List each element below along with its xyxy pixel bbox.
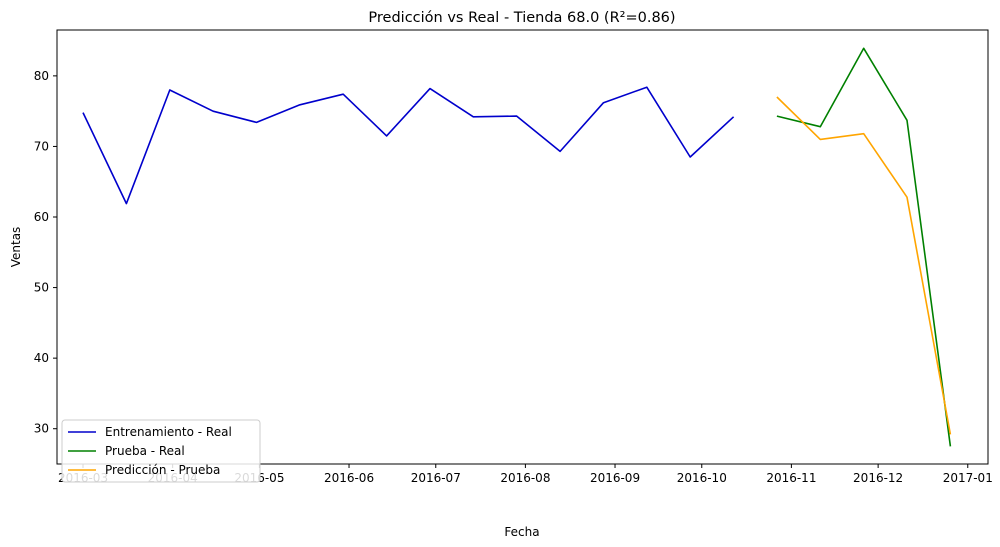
x-tick-label: 2016-11	[766, 471, 816, 485]
x-tick-label: 2017-01	[943, 471, 993, 485]
series-line	[776, 96, 952, 435]
y-tick-label: 60	[34, 210, 49, 224]
y-tick-label: 40	[34, 351, 49, 365]
x-tick-label: 2016-09	[590, 471, 640, 485]
y-tick-label: 70	[34, 139, 49, 153]
series-line	[82, 86, 735, 205]
chart-title: Predicción vs Real - Tienda 68.0 (R²=0.8…	[368, 10, 675, 26]
series-line	[776, 47, 952, 447]
x-tick-label: 2016-12	[853, 471, 903, 485]
x-tick-label: 2016-06	[324, 471, 374, 485]
x-tick-label: 2016-07	[411, 471, 461, 485]
legend: Entrenamiento - Real Prueba - Real Predicc…	[61, 419, 261, 483]
y-tick-label: 80	[34, 69, 49, 83]
legend-label: Entrenamiento - Real	[105, 425, 232, 439]
x-tick-label: 2016-10	[677, 471, 727, 485]
x-tick-label: 2016-08	[500, 471, 550, 485]
y-axis-title: Ventas	[9, 227, 23, 268]
plot-area-frame	[56, 29, 989, 465]
x-axis-title: Fecha	[504, 525, 539, 539]
series-lines	[82, 47, 952, 447]
legend-label: Predicción - Prueba	[105, 463, 220, 477]
y-tick-label: 30	[34, 422, 49, 436]
legend-box	[61, 419, 261, 483]
legend-label: Prueba - Real	[105, 444, 185, 458]
y-tick-label: 50	[34, 281, 49, 295]
y-axis: 30 40 50 60 70 80	[34, 69, 57, 436]
